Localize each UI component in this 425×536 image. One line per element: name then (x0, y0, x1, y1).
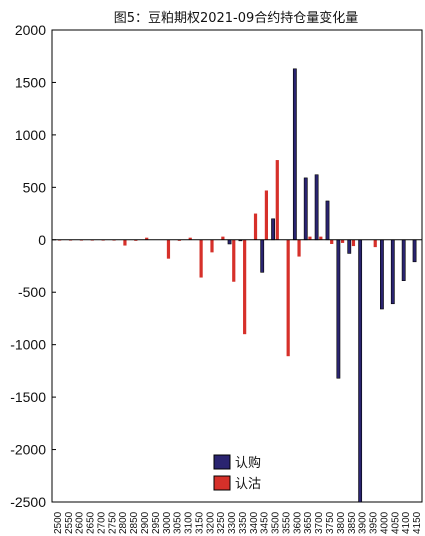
legend-label-call: 认购 (235, 455, 261, 471)
call-bar-4050 (390, 239, 395, 305)
x-tick-label: 2800 (118, 511, 129, 534)
put-bar-3800 (340, 239, 345, 243)
x-tick-label: 4000 (379, 511, 390, 534)
y-tick-label: -1000 (10, 337, 46, 353)
y-tick-label: 500 (23, 179, 47, 195)
x-tick-label: 2650 (86, 511, 97, 534)
x-tick-label: 2500 (53, 511, 64, 534)
plot-frame (51, 29, 423, 503)
y-tick-label: -1500 (10, 389, 46, 405)
y-axis: 2000 1500 1000 500 0 -500 -1000 -1500 -2000 -2500 (10, 22, 56, 510)
chart-title: 图5：豆粕期权2021-09合约持仓量变化量 (114, 10, 359, 26)
x-tick-label: 2600 (75, 511, 86, 534)
x-tick-label: 2950 (151, 511, 162, 534)
y-tick-label: -2000 (10, 442, 46, 458)
put-bar-3550 (286, 239, 290, 357)
call-bar-3800 (336, 239, 341, 379)
x-tick-label: 2900 (140, 511, 151, 534)
x-tick-label: 3350 (238, 511, 249, 534)
x-tick-label: 2700 (96, 511, 107, 534)
y-tick-label: 1500 (15, 74, 46, 90)
put-bar-3700 (319, 236, 323, 240)
x-tick-label: 4100 (401, 511, 412, 534)
x-tick-label: 2850 (129, 511, 140, 534)
bars-group (58, 68, 417, 503)
x-tick-label: 3800 (336, 511, 347, 534)
put-bar-3500 (275, 160, 279, 240)
x-tick-label: 3850 (347, 511, 358, 534)
call-bar-3900 (358, 239, 363, 503)
put-bar-2800 (123, 239, 127, 246)
put-bar-3250 (221, 236, 225, 240)
call-bar-4000 (380, 239, 384, 310)
x-tick-label: 3900 (358, 511, 369, 534)
call-bar-3750 (325, 200, 330, 241)
x-tick-label: 2750 (107, 511, 118, 534)
put-bar-3650 (308, 236, 312, 240)
put-bar-3950 (373, 239, 377, 248)
call-bar-3500 (271, 218, 275, 241)
call-bar-4100 (401, 239, 406, 281)
put-bar-3350 (243, 239, 247, 335)
legend-label-put: 认沽 (235, 477, 261, 492)
put-bar-3850 (351, 239, 356, 247)
x-tick-label: 4150 (412, 511, 423, 534)
x-tick-label: 4050 (390, 511, 401, 534)
y-tick-label: 2000 (15, 22, 46, 38)
put-bar-3750 (330, 239, 334, 244)
x-tick-label: 3950 (369, 511, 380, 534)
call-bar-3450 (260, 239, 265, 273)
legend-swatch-call (213, 454, 231, 470)
call-bar-3850 (347, 239, 352, 254)
y-tick-label: 1000 (15, 127, 46, 143)
call-bar-3300 (227, 239, 232, 245)
x-tick-label: 3100 (184, 511, 195, 534)
put-bar-3300 (232, 239, 236, 282)
x-axis: 2500 2550 2600 2650 2700 2750 2800 2850 2900 2950… (53, 511, 423, 534)
put-bar-2900 (145, 237, 149, 240)
x-tick-label: 2550 (64, 511, 75, 534)
x-tick-label: 3650 (303, 511, 314, 534)
x-tick-label: 3300 (227, 511, 238, 534)
x-tick-label: 3600 (292, 511, 303, 534)
x-tick-label: 3450 (260, 511, 271, 534)
call-bar-3650 (303, 177, 308, 241)
put-bar-3200 (210, 239, 214, 253)
x-tick-label: 3050 (173, 511, 184, 534)
x-tick-label: 3550 (281, 511, 292, 534)
legend-swatch-put (213, 475, 231, 491)
put-bar-3600 (297, 239, 301, 257)
put-bar-3050 (177, 239, 181, 241)
y-tick-label: -500 (18, 284, 46, 300)
x-tick-label: 3400 (249, 511, 260, 534)
x-tick-label: 3750 (325, 511, 336, 534)
x-tick-label: 3700 (314, 511, 325, 534)
legend: 认购 认沽 (213, 454, 261, 492)
put-bar-3450 (264, 190, 269, 240)
put-bar-3100 (188, 237, 192, 240)
call-bar-3700 (314, 174, 319, 241)
y-tick-label: -2500 (10, 494, 46, 510)
x-tick-label: 3250 (216, 511, 227, 534)
y-tick-label: 0 (38, 232, 46, 248)
x-tick-label: 3200 (205, 511, 216, 534)
put-bar-2850 (134, 239, 138, 241)
x-tick-label: 3500 (271, 511, 282, 534)
x-tick-label: 3000 (162, 511, 173, 534)
call-bar-4150 (412, 239, 417, 263)
call-bar-3600 (292, 68, 297, 241)
put-bar-3400 (253, 213, 258, 240)
x-tick-label: 3150 (194, 511, 205, 534)
put-bar-3000 (166, 239, 171, 259)
put-bar-3150 (199, 239, 203, 278)
